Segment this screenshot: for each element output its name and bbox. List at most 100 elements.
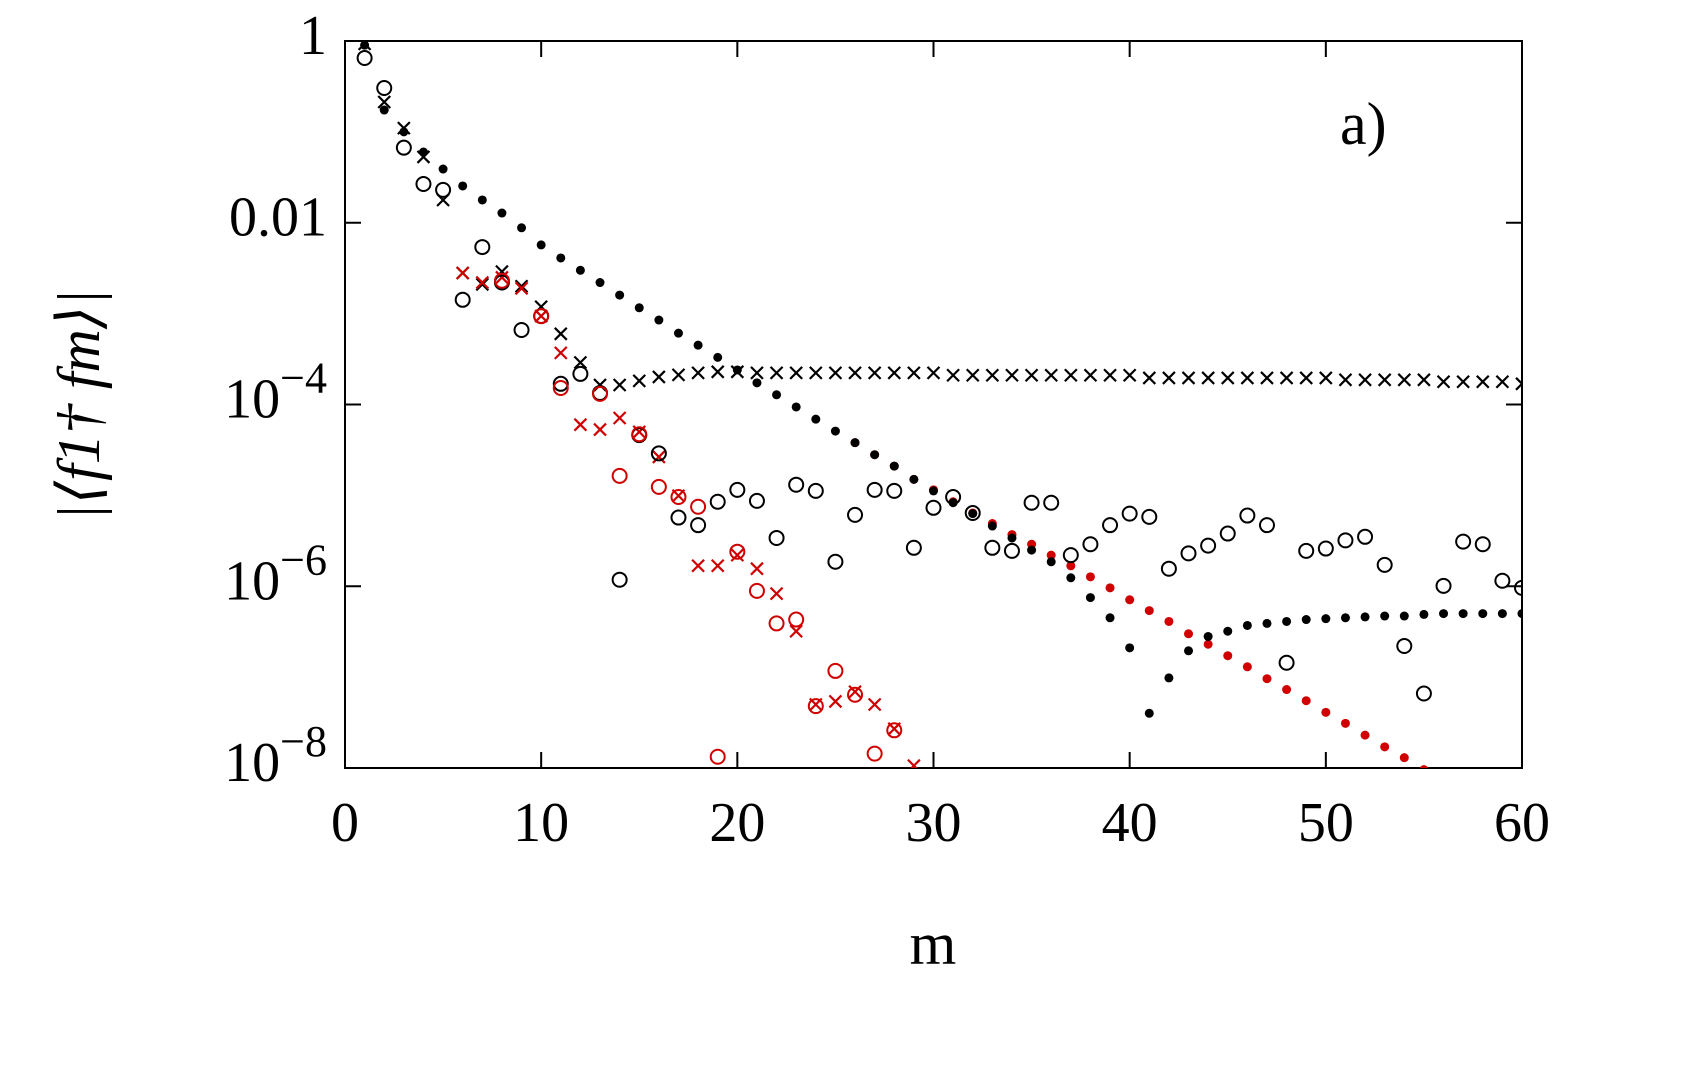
dot-point <box>1203 631 1213 641</box>
dot-point <box>1046 557 1056 567</box>
x-tick-label: 30 <box>906 792 962 854</box>
circle-point <box>650 445 667 462</box>
x-tick-label: 20 <box>709 792 765 854</box>
circle-point <box>1435 577 1452 594</box>
circle-point <box>533 308 550 325</box>
cross-point <box>554 327 568 341</box>
dot-point <box>497 208 507 218</box>
circle-point <box>1317 540 1334 557</box>
circle-point <box>1200 537 1217 554</box>
plot-area <box>356 41 1522 768</box>
dot-point <box>1027 545 1037 555</box>
cross-point <box>710 558 725 573</box>
circle-point <box>611 571 628 588</box>
circle-point <box>1121 505 1138 522</box>
dot-point <box>1340 718 1350 728</box>
cross-point <box>1162 371 1176 385</box>
circle-point <box>670 488 687 505</box>
circle-point <box>454 291 471 308</box>
cross-point <box>514 279 529 294</box>
dot-point <box>929 486 938 496</box>
circle-point <box>748 582 765 599</box>
dot-point <box>1085 572 1095 582</box>
dot-point <box>1007 533 1017 543</box>
annotation: a) <box>1340 91 1387 157</box>
cross-point <box>573 355 588 370</box>
circle-point <box>788 611 805 628</box>
cross-point <box>1024 368 1039 382</box>
cross-point <box>691 558 705 573</box>
cross-point <box>750 366 764 380</box>
circle-point <box>1160 560 1177 577</box>
cross-point <box>1358 373 1372 387</box>
dot-point <box>1223 626 1233 636</box>
dot-point <box>673 328 683 338</box>
dot-point <box>830 426 840 436</box>
dot-point <box>1321 707 1331 717</box>
x-axis-label: m <box>910 911 957 977</box>
y-tick-label: 10−4 <box>224 354 327 431</box>
x-tick-label: 0 <box>331 792 359 854</box>
circle-point <box>1396 638 1413 655</box>
dot-point <box>1439 609 1449 619</box>
cross-point <box>652 450 666 464</box>
circle-point <box>729 481 746 498</box>
circle-point <box>866 745 883 762</box>
circle-point <box>1494 572 1511 589</box>
cross-point <box>730 548 745 562</box>
dot-point <box>1164 616 1174 626</box>
cross-point <box>397 121 411 135</box>
cross-point <box>828 694 843 709</box>
circle-point <box>650 478 667 495</box>
dot-point <box>1066 573 1076 583</box>
circle-point <box>1357 528 1374 545</box>
circle-point <box>788 476 805 493</box>
circle-point <box>552 375 569 392</box>
cross-point <box>848 684 862 699</box>
cross-point <box>475 275 490 290</box>
x-tick-label: 10 <box>513 792 569 854</box>
circle-point <box>1239 507 1256 524</box>
cross-point <box>632 374 647 388</box>
cross-point <box>1260 371 1274 385</box>
dot-point <box>1125 643 1135 653</box>
circle-point <box>1102 517 1119 534</box>
cross-point <box>1456 374 1470 389</box>
dot-point <box>1144 708 1154 718</box>
dot-point <box>693 340 703 350</box>
dot-point <box>948 498 958 508</box>
dot-point <box>791 402 801 412</box>
circle-point <box>1415 685 1432 702</box>
dot-point <box>1301 615 1311 625</box>
dot-point <box>536 240 546 250</box>
circle-point <box>611 467 628 484</box>
dot-point <box>1105 583 1115 593</box>
circle-point <box>592 385 609 402</box>
circle-point <box>1180 545 1197 562</box>
cross-point <box>750 561 764 576</box>
circle-point <box>748 492 765 509</box>
circle-point <box>1003 542 1020 559</box>
dot-point <box>1242 662 1252 672</box>
dot-point <box>556 253 566 263</box>
y-tick-label: 10−6 <box>224 535 327 612</box>
dot-point <box>1184 646 1194 656</box>
circle-point <box>690 498 707 515</box>
circle-point <box>847 506 864 523</box>
circle-point <box>1219 525 1236 542</box>
cross-point <box>455 266 470 280</box>
cross-point <box>887 366 902 380</box>
dot-point <box>517 223 527 233</box>
circle-point <box>827 553 844 570</box>
circle-point <box>1376 556 1393 573</box>
circle-point <box>984 539 1001 556</box>
dot-point <box>634 303 644 313</box>
circle-point <box>886 722 903 739</box>
dot-point <box>1419 765 1429 768</box>
cross-point <box>1279 371 1294 385</box>
circle-point <box>1062 547 1079 564</box>
dot-point <box>1380 611 1390 621</box>
dot-point <box>1223 651 1233 661</box>
cross-point <box>848 366 862 380</box>
